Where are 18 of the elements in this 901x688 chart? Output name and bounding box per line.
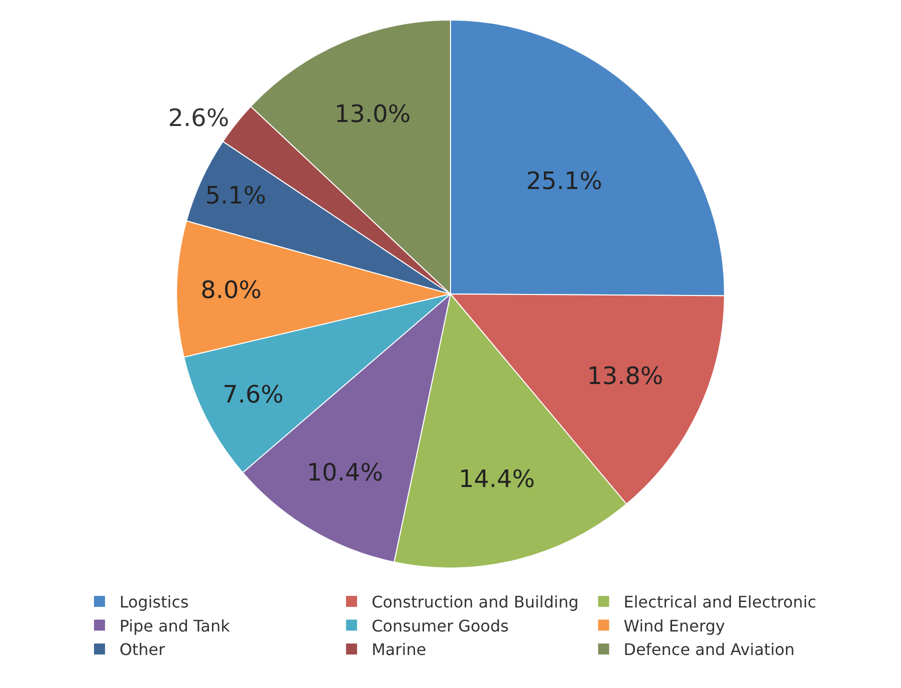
legend-label: Marine bbox=[372, 640, 426, 660]
legend-label: Logistics bbox=[120, 592, 189, 612]
legend-label: Pipe and Tank bbox=[120, 616, 231, 636]
data-label: 10.4% bbox=[306, 458, 384, 487]
legend-label: Defence and Aviation bbox=[624, 640, 795, 660]
legend-label: Construction and Building bbox=[372, 592, 579, 612]
data-label: 8.0% bbox=[200, 276, 262, 304]
legend-label: Consumer Goods bbox=[372, 616, 509, 636]
data-label: 13.8% bbox=[586, 362, 664, 390]
legend-label: Electrical and Electronic bbox=[624, 592, 816, 612]
data-label: 25.1% bbox=[526, 167, 602, 196]
data-label: 13.0% bbox=[334, 100, 411, 128]
legend-label: Other bbox=[120, 640, 166, 660]
data-label: 14.4% bbox=[458, 464, 535, 493]
data-label: 5.1% bbox=[205, 181, 266, 210]
legend-label: Wind Energy bbox=[624, 616, 725, 636]
data-label: 7.6% bbox=[222, 380, 284, 409]
data-label: 2.6% bbox=[168, 104, 230, 132]
